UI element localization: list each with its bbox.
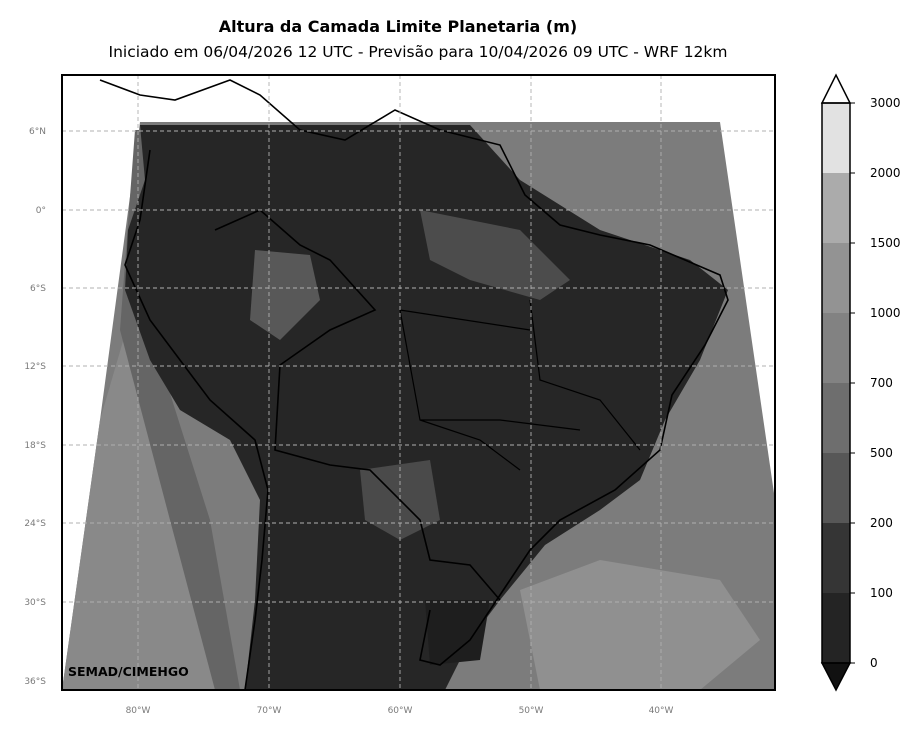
- lat-label: 18°S: [24, 441, 46, 451]
- lat-label: 30°S: [24, 598, 46, 608]
- map-subtitle: Iniciado em 06/04/2026 12 UTC - Previsão…: [108, 43, 728, 61]
- lat-label: 6°N: [29, 127, 46, 137]
- colorbar-label: 2000: [870, 166, 901, 180]
- lat-label: 36°S: [24, 677, 46, 687]
- colorbar-label: 200: [870, 516, 893, 530]
- andes-border: [124, 149, 269, 690]
- lon-label: 60°W: [388, 706, 413, 716]
- lat-axis: 6°N 0° 6°S 12°S 18°S 24°S 30°S 36°S: [24, 127, 46, 687]
- colorbar-label: 3000: [870, 96, 901, 110]
- lon-axis: 80°W 70°W 60°W 50°W 40°W: [126, 706, 674, 716]
- atlantic-light-patch: [520, 560, 760, 690]
- lat-label: 0°: [36, 206, 46, 216]
- colorbar-label: 100: [870, 586, 893, 600]
- lat-label: 24°S: [24, 519, 46, 529]
- colorbar-segment: [822, 453, 850, 523]
- map-frame: [61, 74, 776, 691]
- colorbar: 0 100 200 500 700 1000 1500 2000 3000: [820, 73, 901, 692]
- rioplata-patch: [425, 600, 490, 665]
- colorbar-segment: [822, 593, 850, 663]
- colorbar-segment: [822, 173, 850, 243]
- coastline: [99, 79, 729, 666]
- colorbar-label: 0: [870, 656, 878, 670]
- lon-label: 80°W: [126, 706, 151, 716]
- graticule: [62, 75, 775, 690]
- colorbar-segment: [822, 523, 850, 593]
- brazil-border: [214, 209, 501, 601]
- colorbar-segment: [822, 383, 850, 453]
- lat-label: 12°S: [24, 362, 46, 372]
- colorbar-label: 1000: [870, 306, 901, 320]
- country-borders: [99, 79, 729, 690]
- model-field: [62, 122, 775, 690]
- lon-label: 40°W: [649, 706, 674, 716]
- amazon-patch: [250, 250, 320, 340]
- lat-label: 6°S: [30, 284, 46, 294]
- colorbar-segment: [822, 243, 850, 313]
- map-title: Altura da Camada Limite Planetaria (m): [218, 17, 578, 36]
- colorbar-segment: [822, 103, 850, 173]
- colorbar-label: 700: [870, 376, 893, 390]
- colorbar-under-arrow: [820, 662, 852, 692]
- lon-label: 50°W: [519, 706, 544, 716]
- colorbar-label: 500: [870, 446, 893, 460]
- colorbar-segment: [822, 313, 850, 383]
- northeast-patch: [420, 210, 570, 300]
- credit-label: SEMAD/CIMEHGO: [68, 664, 189, 679]
- colorbar-label: 1500: [870, 236, 901, 250]
- lon-label: 70°W: [257, 706, 282, 716]
- state-lines: [399, 299, 641, 471]
- colorbar-over-arrow: [820, 73, 852, 104]
